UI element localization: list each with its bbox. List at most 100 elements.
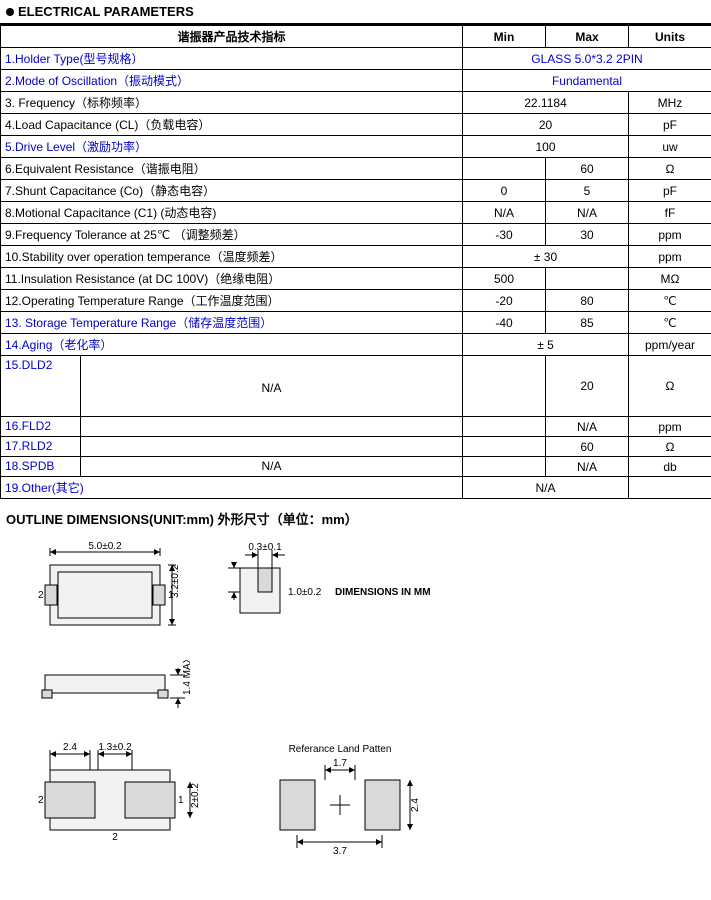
row-min: N/A [463,202,546,224]
row-minmax: 22.1184 [463,92,629,114]
table-row: 10.Stability over operation temperance（温… [1,246,711,268]
row-label: 17.RLD2 [1,437,463,457]
row-span-value: GLASS 5.0*3.2 2PIN [463,48,711,70]
table-row: 6.Equivalent Resistance（谐振电阻） 60Ω [1,158,711,180]
table-row: 8.Motional Capacitance (C1) (动态电容)N/AN/A… [1,202,711,224]
bottom-view-diagram: 2.4 1.3±0.2 2 1 2 2±0.2 [20,740,200,860]
row-label: 19.Other(其它) [1,477,463,499]
row-label: 9.Frequency Tolerance at 25℃ （调整频差） [1,224,463,246]
row-units: Ω [629,356,711,417]
table-row: 12.Operating Temperature Range（工作温度范围）-2… [1,290,711,312]
table-row: 18.SPDBN/AN/Adb [1,457,711,477]
row-min [463,356,546,417]
dim-lead-w: 0.3±0.1 [248,542,282,553]
header-max: Max [546,26,629,48]
pin2-mid: 2 [112,832,118,843]
table-row: 2.Mode of Oscillation（振动模式）Fundamental [1,70,711,92]
dim-top-w: 5.0±0.2 [88,541,122,552]
row-max: 60 [546,158,629,180]
row-max: 60 [546,437,629,457]
row-max [546,268,629,290]
row-label: 16.FLD2 [1,417,463,437]
row-units: Ω [629,437,711,457]
section-header: ELECTRICAL PARAMETERS [0,0,711,25]
pin2-label: 2 [38,590,44,601]
row-min: 500 [463,268,546,290]
row-max: N/A [546,202,629,224]
row-label: 8.Motional Capacitance (C1) (动态电容) [1,202,463,224]
table-row: 19.Other(其它)N/A [1,477,711,499]
table-row: 14.Aging（老化率）± 5ppm/year [1,334,711,356]
row-label: 11.Insulation Resistance (at DC 100V)（绝缘… [1,268,463,290]
header-units: Units [629,26,711,48]
row-units: Ω [629,158,711,180]
lead-detail-diagram: 0.3±0.1 1.0±0.2 DIMENSIONS IN MM [220,540,480,640]
row-label: 7.Shunt Capacitance (Co)（静态电容） [1,180,463,202]
row-min [463,457,546,477]
table-row: 13. Storage Temperature Range（储存温度范围）-40… [1,312,711,334]
table-row: 15.DLD2N/A 20Ω [1,356,711,417]
row-label: 14.Aging（老化率） [1,334,463,356]
land-title: Referance Land Patten [289,744,392,755]
table-row: 3. Frequency（标称频率）22.1184MHz [1,92,711,114]
parameters-table: 谐振器产品技术指标 Min Max Units 1.Holder Type(型号… [0,25,711,499]
row-label: 4.Load Capacitance (CL)（负载电容） [1,114,463,136]
row-label: 1.Holder Type(型号规格） [1,48,463,70]
row-max: 85 [546,312,629,334]
dim-bot-h: 2±0.2 [190,783,200,808]
diagram-row-1: 5.0±0.2 2 1 3.2±0.2 0.3±0.1 [20,540,705,640]
side-view-diagram: 1.4 MAX [20,660,220,720]
dim-side-h: 1.4 MAX [182,660,193,695]
row-min: -30 [463,224,546,246]
row-min: 0 [463,180,546,202]
table-row: 11.Insulation Resistance (at DC 100V)（绝缘… [1,268,711,290]
table-row: 17.RLD2 60Ω [1,437,711,457]
row-span-value: Fundamental [463,70,711,92]
table-row: 9.Frequency Tolerance at 25℃ （调整频差）-3030… [1,224,711,246]
dim-land-h: 2.4 [410,798,421,812]
table-row: 16.FLD2 N/Appm [1,417,711,437]
diagram-row-2: 1.4 MAX [20,660,705,720]
dim-top-h: 3.2±0.2 [170,564,180,598]
row-label: 15.DLD2N/A [1,356,463,417]
land-pattern-diagram: Referance Land Patten 1.7 2.4 [240,740,460,870]
bullet-icon [6,8,14,16]
table-header-row: 谐振器产品技术指标 Min Max Units [1,26,711,48]
row-min [463,437,546,457]
top-view-diagram: 5.0±0.2 2 1 3.2±0.2 [20,540,180,640]
row-units: ppm [629,417,711,437]
diagrams-area: 5.0±0.2 2 1 3.2±0.2 0.3±0.1 [0,536,711,900]
row-units: db [629,457,711,477]
row-units: pF [629,180,711,202]
dim-land-total: 3.7 [333,846,347,857]
diagram-row-3: 2.4 1.3±0.2 2 1 2 2±0.2 Ref [20,740,705,870]
row-units: ppm/year [629,334,711,356]
row-min [463,158,546,180]
row-max: N/A [546,417,629,437]
header-param: 谐振器产品技术指标 [1,26,463,48]
row-minmax: ± 5 [463,334,629,356]
row-units: MΩ [629,268,711,290]
row-min: -40 [463,312,546,334]
row-minmax: 100 [463,136,629,158]
pin2-b: 2 [38,795,44,806]
row-units: ppm [629,224,711,246]
table-row: 4.Load Capacitance (CL)（负载电容）20pF [1,114,711,136]
row-max: 20 [546,356,629,417]
row-label: 5.Drive Level（激励功率） [1,136,463,158]
table-row: 7.Shunt Capacitance (Co)（静态电容）05pF [1,180,711,202]
section-title: ELECTRICAL PARAMETERS [18,4,194,19]
row-minmax: ± 30 [463,246,629,268]
table-row: 1.Holder Type(型号规格）GLASS 5.0*3.2 2PIN [1,48,711,70]
row-units [629,477,711,499]
row-units: pF [629,114,711,136]
row-label: 10.Stability over operation temperance（温… [1,246,463,268]
row-label: 12.Operating Temperature Range（工作温度范围） [1,290,463,312]
header-min: Min [463,26,546,48]
row-label: 3. Frequency（标称频率） [1,92,463,114]
row-minmax: 20 [463,114,629,136]
table-row: 5.Drive Level（激励功率）100uw [1,136,711,158]
row-minmax: N/A [463,477,629,499]
row-label: 6.Equivalent Resistance（谐振电阻） [1,158,463,180]
dim-in-mm: DIMENSIONS IN MM [335,587,431,598]
